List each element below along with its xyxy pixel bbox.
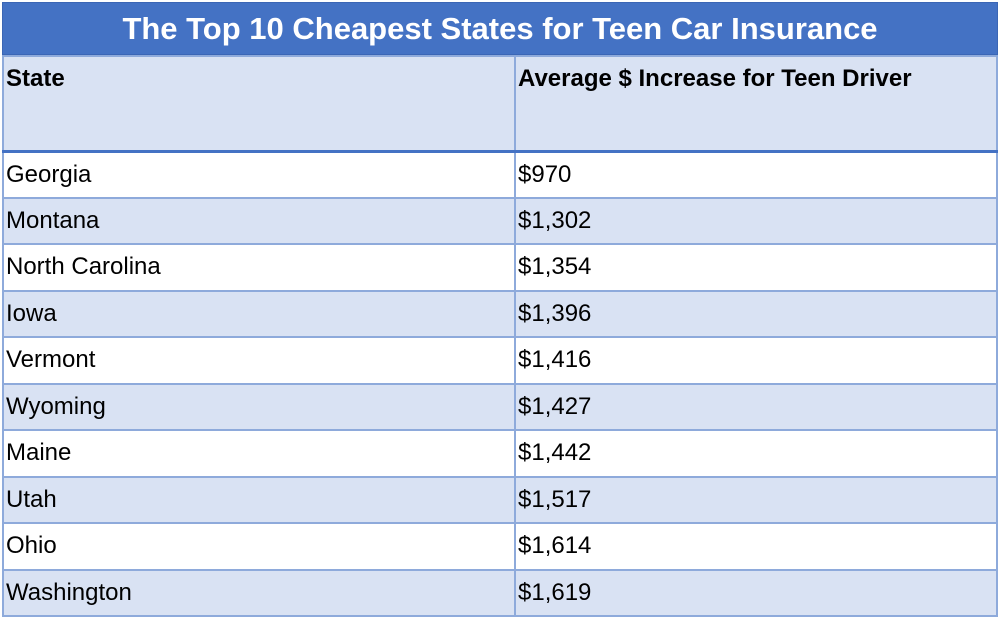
increase-cell: $1,517 xyxy=(514,475,998,524)
table-row: Ohio $1,614 xyxy=(2,522,998,571)
table-row: Montana $1,302 xyxy=(2,196,998,245)
table-row: Vermont $1,416 xyxy=(2,336,998,385)
increase-cell: $1,416 xyxy=(514,336,998,385)
increase-cell: $1,442 xyxy=(514,429,998,478)
state-cell: Iowa xyxy=(2,289,516,338)
state-cell: Utah xyxy=(2,475,516,524)
data-table: State Average $ Increase for Teen Driver… xyxy=(2,55,998,617)
table-row: Maine $1,442 xyxy=(2,429,998,478)
increase-cell: $970 xyxy=(514,150,998,199)
table-title: The Top 10 Cheapest States for Teen Car … xyxy=(2,2,998,55)
state-cell: North Carolina xyxy=(2,243,516,292)
increase-cell: $1,427 xyxy=(514,382,998,431)
table-row: Georgia $970 xyxy=(2,150,998,199)
increase-cell: $1,354 xyxy=(514,243,998,292)
state-cell: Montana xyxy=(2,196,516,245)
header-state: State xyxy=(2,55,516,153)
state-cell: Washington xyxy=(2,568,516,617)
increase-cell: $1,302 xyxy=(514,196,998,245)
header-increase: Average $ Increase for Teen Driver xyxy=(514,55,998,153)
state-cell: Maine xyxy=(2,429,516,478)
table-row: Utah $1,517 xyxy=(2,475,998,524)
state-cell: Wyoming xyxy=(2,382,516,431)
increase-cell: $1,396 xyxy=(514,289,998,338)
state-cell: Ohio xyxy=(2,522,516,571)
table-row: Washington $1,619 xyxy=(2,568,998,617)
table-row: Wyoming $1,427 xyxy=(2,382,998,431)
state-cell: Vermont xyxy=(2,336,516,385)
increase-cell: $1,614 xyxy=(514,522,998,571)
state-cell: Georgia xyxy=(2,150,516,199)
table-row: North Carolina $1,354 xyxy=(2,243,998,292)
header-row: State Average $ Increase for Teen Driver xyxy=(2,55,998,153)
table-row: Iowa $1,396 xyxy=(2,289,998,338)
increase-cell: $1,619 xyxy=(514,568,998,617)
